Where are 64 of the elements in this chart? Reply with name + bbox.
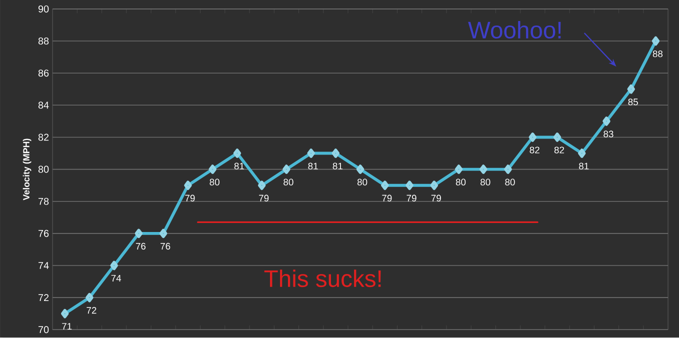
data-label: 88 xyxy=(652,50,663,58)
point xyxy=(578,148,586,158)
point xyxy=(134,228,143,238)
point xyxy=(406,180,414,190)
point xyxy=(627,84,635,94)
y-tick-label: 84 xyxy=(38,102,49,109)
data-label: 74 xyxy=(111,275,122,282)
data-label: 83 xyxy=(604,130,614,138)
data-label: 76 xyxy=(160,243,170,250)
data-label: 76 xyxy=(136,243,146,250)
point xyxy=(652,36,660,46)
y-tick-label: 74 xyxy=(38,262,49,270)
y-tick-label: 88 xyxy=(38,38,49,45)
point xyxy=(553,132,562,142)
data-label: 81 xyxy=(308,162,318,170)
point xyxy=(86,293,94,302)
data-label: 80 xyxy=(505,178,515,186)
ref-line-label: This sucks! xyxy=(264,270,381,288)
data-label: 80 xyxy=(480,178,490,186)
point xyxy=(381,180,389,190)
data-label: 81 xyxy=(234,162,244,170)
data-label: 79 xyxy=(259,194,269,202)
data-label: 80 xyxy=(456,178,466,186)
data-label: 79 xyxy=(382,194,392,202)
point xyxy=(258,180,266,190)
data-label: 82 xyxy=(530,146,540,154)
y-axis-title: Velocity (MPH) xyxy=(22,138,32,200)
point xyxy=(233,148,242,158)
point xyxy=(454,164,463,174)
point xyxy=(480,164,488,174)
point xyxy=(208,164,216,174)
point xyxy=(184,180,192,190)
y-tick-label: 90 xyxy=(38,6,49,13)
y-tick-label: 72 xyxy=(38,294,49,302)
data-label: 80 xyxy=(284,178,294,186)
data-label: 85 xyxy=(628,98,638,106)
point xyxy=(159,228,168,238)
annotation: Woohoo! xyxy=(468,21,561,39)
point xyxy=(528,132,537,142)
point xyxy=(602,116,610,126)
y-tick-label: 82 xyxy=(38,134,49,141)
point xyxy=(430,180,438,190)
point xyxy=(504,164,512,174)
point xyxy=(332,148,340,158)
y-tick-label: 80 xyxy=(38,166,49,173)
data-label: 81 xyxy=(332,162,342,170)
data-label: 82 xyxy=(554,146,564,154)
point xyxy=(282,164,290,174)
data-label: 72 xyxy=(86,307,96,314)
point xyxy=(110,261,118,270)
y-tick-label: 86 xyxy=(38,70,49,77)
data-label: 79 xyxy=(185,194,195,202)
point xyxy=(307,148,315,158)
y-tick-label: 78 xyxy=(38,198,49,206)
y-tick-label: 70 xyxy=(38,326,49,334)
data-label: 71 xyxy=(62,323,72,330)
data-label: 81 xyxy=(579,162,589,170)
data-label: 79 xyxy=(406,194,416,202)
data-label: 80 xyxy=(357,178,368,186)
point xyxy=(61,309,69,318)
y-tick-label: 76 xyxy=(38,230,49,238)
point xyxy=(356,164,364,174)
data-label: 79 xyxy=(431,194,441,202)
data-label: 80 xyxy=(210,178,220,186)
